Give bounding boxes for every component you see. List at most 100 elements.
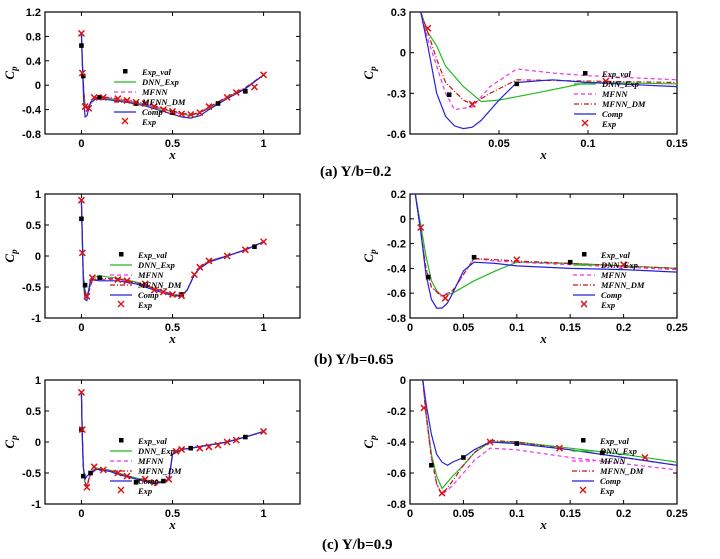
x-tick-label: 0.05 [453, 322, 474, 334]
exp-point [438, 489, 446, 497]
plot-area [77, 29, 268, 119]
exp-point [81, 103, 89, 111]
y-tick-label: -0.5 [22, 282, 41, 294]
series-line-comp [80, 392, 264, 485]
exp-point [78, 69, 86, 77]
exp-point [260, 238, 268, 246]
exp-point [123, 277, 131, 285]
legend-label: MFNN [599, 456, 626, 466]
chart-a-zoom: 0.05 0.1 0.15 -0.6 -0.3 0 0.3 x Cp Exp_valDNN_Exp… [361, 7, 688, 162]
legend-label: Exp_val [137, 436, 167, 446]
y-axis-label: Cp [361, 66, 378, 80]
exp-point [99, 466, 107, 474]
y-tick-label: -0.2 [387, 239, 406, 251]
exp-val-point [514, 441, 520, 446]
exp-point [620, 261, 628, 269]
x-tick-label: 0.1 [509, 322, 524, 334]
x-tick-label: 1 [261, 322, 267, 334]
legend-label: Exp_val [601, 69, 631, 79]
y-tick-label: -0.6 [387, 129, 406, 141]
exp-point [123, 472, 131, 480]
legend-label: Comp [138, 290, 159, 300]
exp-point [178, 445, 186, 453]
exp-point [150, 478, 158, 486]
x-tick-label: 0.25 [666, 508, 687, 520]
exp-val-point [252, 244, 257, 249]
exp-point [77, 388, 85, 396]
y-tick-label: 1 [35, 375, 41, 387]
exp-val-point [179, 292, 184, 297]
exp-point [150, 286, 158, 294]
x-tick-label: 0.15 [559, 508, 580, 520]
x-tick-label: 0 [407, 322, 413, 334]
y-axis-label: Cp [2, 435, 19, 449]
exp-point [114, 469, 122, 477]
legend-square [581, 438, 586, 443]
exp-point [172, 447, 180, 455]
y-tick-label: 0 [400, 375, 406, 387]
legend-label: Exp_val [141, 67, 171, 77]
y-tick-label: 1.2 [26, 7, 41, 19]
exp-point [241, 246, 249, 254]
plot-area [77, 196, 268, 302]
exp-val-point [243, 434, 248, 440]
exp-point [165, 475, 173, 483]
exp-point [168, 107, 177, 115]
legend-label: MFNN_DM [137, 280, 182, 290]
exp-point [223, 93, 231, 101]
exp-val-point [425, 274, 431, 280]
exp-point [141, 99, 149, 108]
exp-val-point [446, 92, 452, 97]
plot-area [77, 388, 268, 491]
y-tick-label: -0.8 [22, 129, 41, 141]
series-line-mfnn-dm [422, 380, 677, 496]
exp-point [99, 93, 107, 101]
x-tick-label: 0.5 [165, 508, 180, 520]
exp-point [114, 276, 122, 284]
legend-label: MFNN_DM [141, 97, 186, 107]
exp-point [420, 404, 428, 412]
exp-point [78, 426, 86, 434]
legend-label: Comp [601, 290, 622, 300]
exp-val-point [80, 73, 86, 79]
caption-b: (b) Y/b=0.65 [314, 352, 394, 368]
exp-point [223, 252, 231, 260]
exp-point [232, 88, 240, 97]
x-axis-label: x [539, 147, 547, 162]
x-axis-label: x [539, 517, 547, 532]
exp-val-point [133, 101, 139, 106]
exp-point [468, 100, 476, 108]
y-tick-label: -1 [31, 313, 41, 325]
legend-label: DNN_Exp [137, 446, 175, 456]
y-tick-label: -0.4 [387, 263, 407, 275]
y-tick-label: -0.8 [387, 499, 406, 511]
legend-label: DNN_Exp [141, 77, 179, 87]
chart-c-full: 0 0.5 1 -1 -0.5 0 0.5 1 x Cp Exp_valDNN_ExpMFNNMFN… [2, 375, 301, 532]
series-line-mfnn-dm [414, 194, 677, 298]
series-line-comp [422, 380, 677, 466]
exp-point [159, 288, 167, 296]
exp-point [250, 83, 258, 91]
y-tick-label: 0 [35, 80, 41, 92]
y-tick-label: -0.6 [387, 288, 406, 300]
legend-square [123, 69, 128, 74]
series-line-mfnn-dm [420, 12, 677, 105]
y-axis-label: Cp [361, 249, 378, 263]
y-tick-label: -0.4 [387, 437, 407, 449]
y-axis-label: Cp [2, 66, 19, 80]
exp-point [441, 294, 449, 302]
y-tick-label: 0 [400, 214, 406, 226]
exp-point [513, 256, 521, 264]
y-axis-label: Cp [361, 435, 378, 449]
legend-label: DNN_Exp [601, 79, 639, 89]
legend-label: MFNN [600, 270, 627, 280]
legend-label: DNN_Exp [137, 260, 175, 270]
y-tick-label: 0.2 [391, 189, 406, 201]
exp-point [260, 71, 268, 79]
exp-val-point [461, 455, 466, 460]
legend-label: Comp [138, 476, 159, 486]
y-tick-label: -1 [31, 499, 41, 511]
